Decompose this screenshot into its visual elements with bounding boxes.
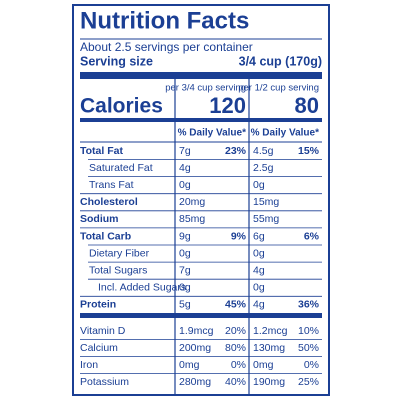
daily-value: 0% xyxy=(304,359,319,371)
nutrient-name: Dietary Fiber xyxy=(89,247,150,259)
calories-value: 80 xyxy=(295,93,319,118)
amount: 20mg xyxy=(179,196,205,208)
daily-value: 50% xyxy=(298,342,319,354)
amount: 5g xyxy=(179,299,191,311)
title: Nutrition Facts xyxy=(80,7,249,34)
nutrient-name: Total Carb xyxy=(80,230,131,242)
amount: 200mg xyxy=(179,342,211,354)
amount: 4g xyxy=(253,299,265,311)
daily-value: 45% xyxy=(225,299,247,311)
medium-rule xyxy=(80,118,322,122)
label-border xyxy=(72,4,330,396)
nutrient-name: Potassium xyxy=(80,376,129,388)
amount: 15mg xyxy=(253,196,279,208)
nutrient-name: Calcium xyxy=(80,342,118,354)
daily-value: 20% xyxy=(225,325,246,337)
thick-rule xyxy=(80,72,322,79)
daily-value: 80% xyxy=(225,342,246,354)
amount: 0g xyxy=(179,282,191,294)
serving-size-label: Serving size xyxy=(80,54,153,68)
daily-value: 6% xyxy=(304,230,320,242)
amount: 130mg xyxy=(253,342,285,354)
daily-value-header: % Daily Value* xyxy=(178,128,246,139)
nutrient-name: Trans Fat xyxy=(89,179,134,191)
serving-header: per 1/2 cup serving xyxy=(238,83,319,94)
amount: 0mg xyxy=(179,359,200,371)
nutrient-name: Incl. Added Sugars xyxy=(98,282,186,294)
serving-header: per 3/4 cup serving xyxy=(165,83,246,94)
amount: 55mg xyxy=(253,213,279,225)
medium-rule xyxy=(80,313,322,318)
nutrient-name: Cholesterol xyxy=(80,196,138,208)
amount: 1.9mcg xyxy=(179,325,214,337)
nutrient-name: Total Fat xyxy=(80,145,123,157)
servings: About 2.5 servings per container xyxy=(80,40,253,54)
serving-size: 3/4 cup (170g) xyxy=(239,54,322,68)
amount: 7g xyxy=(179,145,191,157)
nutrient-name: Sodium xyxy=(80,213,119,225)
daily-value: 23% xyxy=(225,145,247,157)
amount: 190mg xyxy=(253,376,285,388)
amount: 2.5g xyxy=(253,162,274,174)
amount: 85mg xyxy=(179,213,205,225)
amount: 0g xyxy=(179,179,191,191)
nutrient-name: Saturated Fat xyxy=(89,162,153,174)
nutrient-name: Iron xyxy=(80,359,98,371)
amount: 0g xyxy=(253,247,265,259)
calories-value: 120 xyxy=(209,93,246,118)
amount: 4g xyxy=(253,264,265,276)
calories-label: Calories xyxy=(80,95,163,118)
daily-value: 10% xyxy=(298,325,319,337)
daily-value: 25% xyxy=(298,376,319,388)
amount: 0g xyxy=(253,179,265,191)
daily-value-header: % Daily Value* xyxy=(251,128,319,139)
daily-value: 36% xyxy=(298,299,320,311)
amount: 4.5g xyxy=(253,145,274,157)
daily-value: 9% xyxy=(231,230,247,242)
nutrient-name: Vitamin D xyxy=(80,325,126,337)
amount: 7g xyxy=(179,264,191,276)
daily-value: 0% xyxy=(231,359,246,371)
amount: 9g xyxy=(179,230,191,242)
daily-value: 15% xyxy=(298,145,320,157)
amount: 0g xyxy=(179,247,191,259)
daily-value: 40% xyxy=(225,376,246,388)
nutrient-name: Total Sugars xyxy=(89,264,147,276)
amount: 1.2mcg xyxy=(253,325,288,337)
amount: 0mg xyxy=(253,359,274,371)
amount: 4g xyxy=(179,162,191,174)
nutrient-name: Protein xyxy=(80,299,116,311)
amount: 6g xyxy=(253,230,265,242)
amount: 0g xyxy=(253,282,265,294)
amount: 280mg xyxy=(179,376,211,388)
